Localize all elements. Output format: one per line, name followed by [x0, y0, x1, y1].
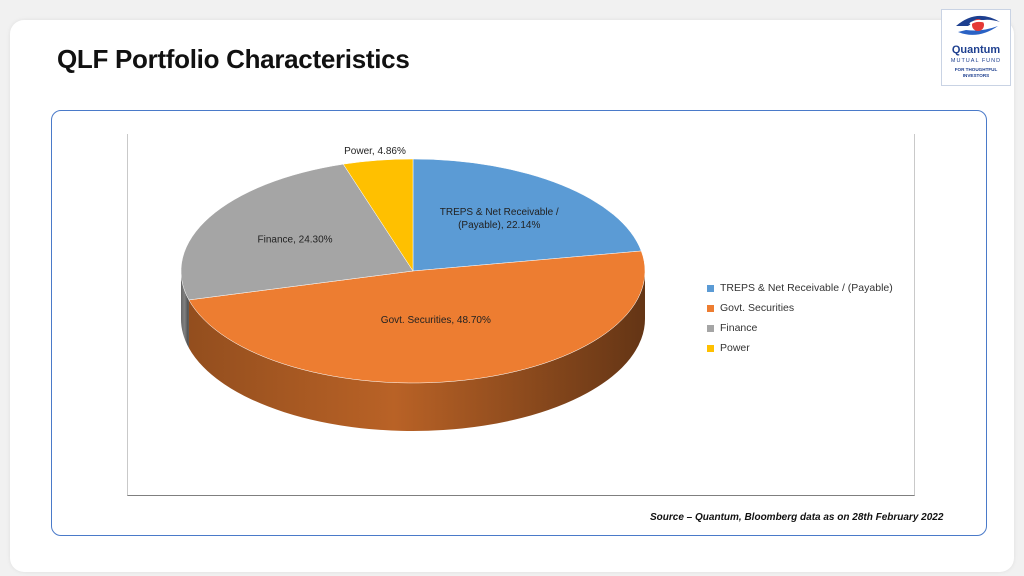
logo-tagline-line-2: INVESTORS: [962, 72, 990, 78]
pie-chart: TREPS & Net Receivable / (Payable), 22.14…: [180, 146, 646, 431]
legend-label: Finance: [720, 322, 758, 334]
pie-slice: [188, 250, 646, 384]
pie-slice-side: [181, 271, 189, 348]
logo-emblem-icon: [956, 15, 1000, 35]
legend-swatch: [707, 344, 714, 352]
logo-tagline-line-1: FOR THOUGHTFUL: [954, 67, 998, 72]
pie-data-label: Finance, 24.30%: [258, 235, 333, 246]
legend-item: Finance: [707, 318, 893, 338]
page-title: QLF Portfolio Characteristics: [57, 44, 410, 74]
legend-item: TREPS & Net Receivable / (Payable): [707, 278, 893, 298]
pie-slice-side: [188, 271, 646, 431]
legend-label: TREPS & Net Receivable / (Payable): [720, 282, 893, 294]
pie-data-label: Govt. Securities, 48.70%: [381, 315, 491, 326]
source-note: Source – Quantum, Bloomberg data as on 2…: [650, 512, 944, 523]
chart-legend: TREPS & Net Receivable / (Payable) Govt.…: [707, 278, 893, 358]
pie-slice: [412, 158, 642, 272]
pie-slice: [180, 163, 414, 301]
logo-subtitle: MUTUAL FUND: [950, 58, 1002, 64]
pie-slice: [342, 158, 414, 272]
legend-swatch: [707, 284, 714, 292]
chart-plot-area: [127, 134, 915, 496]
quantum-logo: Quantum MUTUAL FUND FOR THOUGHTFUL INVES…: [941, 9, 1011, 86]
legend-swatch: [707, 324, 714, 332]
legend-swatch: [707, 304, 714, 312]
pie-data-label: Power, 4.86%: [344, 146, 406, 157]
legend-label: Power: [720, 342, 750, 354]
legend-item: Power: [707, 338, 893, 358]
legend-label: Govt. Securities: [720, 302, 795, 314]
pie-data-label: TREPS & Net Receivable / (Payable), 22.14…: [440, 207, 559, 231]
logo-tagline: FOR THOUGHTFUL INVESTORS: [942, 67, 1010, 78]
logo-brand: Quantum: [951, 44, 1001, 56]
legend-item: Govt. Securities: [707, 298, 893, 318]
